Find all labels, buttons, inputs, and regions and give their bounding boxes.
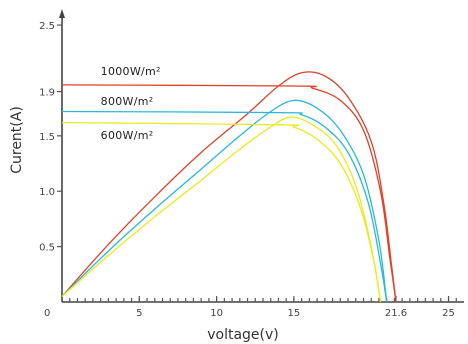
series-0-label: 1000W/m² <box>101 65 161 78</box>
y-tick-label: 2.5 <box>39 21 55 32</box>
origin-label: 0 <box>44 308 50 319</box>
y-axis-title: Curent(A) <box>9 106 25 174</box>
y-tick-label: 1.9 <box>39 88 55 99</box>
x-tick-label: 10 <box>210 308 223 319</box>
y-tick-label: 1.5 <box>39 132 55 143</box>
x-tick-label: 21.6 <box>385 308 407 319</box>
y-axis-arrow <box>59 9 65 18</box>
series-2-iv-curve <box>61 121 382 303</box>
y-tick-label: 0.5 <box>39 243 55 254</box>
series-0-iv-curve <box>61 84 397 303</box>
series-2-label: 600W/m² <box>101 129 154 142</box>
x-tick-labels: 5 10 15 21.6 25 <box>136 296 455 319</box>
curves <box>61 71 397 303</box>
series-1-power-curve <box>61 99 388 303</box>
x-tick-label: 5 <box>136 308 142 319</box>
x-tick-label: 15 <box>288 308 301 319</box>
x-axis-title: voltage(v) <box>207 327 279 343</box>
y-ticks: 0.5 1.0 1.5 1.9 2.5 <box>39 21 62 254</box>
series-0-power-curve <box>61 71 397 303</box>
y-tick-label: 1.0 <box>39 187 55 198</box>
series-2-power-curve <box>61 116 382 303</box>
series-labels: 1000W/m² 800W/m² 600W/m² <box>101 65 161 142</box>
series-1-label: 800W/m² <box>101 95 154 108</box>
series-1-iv-curve <box>61 110 388 303</box>
x-tick-label: 25 <box>442 308 455 319</box>
